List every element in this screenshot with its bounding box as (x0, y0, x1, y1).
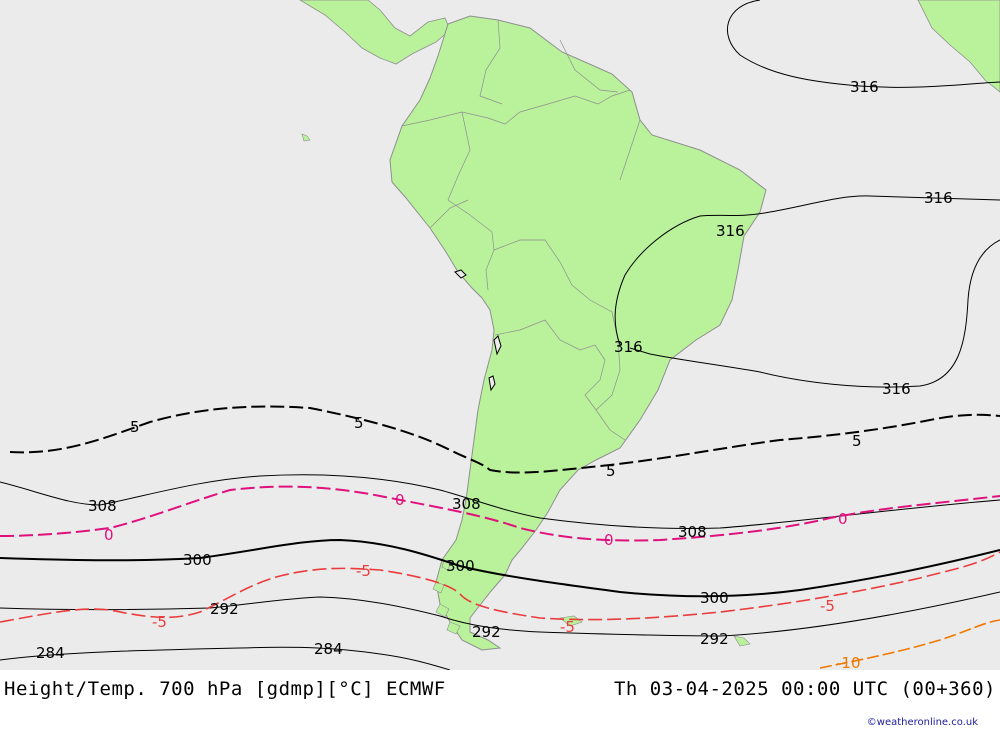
label-zero-center: 0 (395, 491, 405, 509)
label-308-east: 308 (678, 523, 707, 541)
label-minus5-west: -5 (152, 613, 167, 631)
label-minus10: -10 (836, 654, 861, 670)
label-316-sea: 316 (882, 380, 911, 398)
contour-284 (0, 646, 451, 670)
credit-link[interactable]: ©weatheronline.co.uk (866, 717, 978, 728)
label-292-west: 292 (210, 600, 239, 618)
label-minus5-east: -5 (820, 597, 835, 615)
label-300-west: 300 (183, 551, 212, 569)
height-labels: 316 316 316 316 316 308 308 308 300 300 … (36, 78, 953, 662)
label-316-south: 316 (614, 338, 643, 356)
northeast-land (917, 0, 1000, 93)
label-zero-coast: 0 (604, 531, 614, 549)
central-america-land (299, 0, 451, 65)
contour-292 (0, 591, 1000, 637)
isotherm-minus10 (819, 619, 1000, 669)
isotherm-plus5 (9, 405, 1000, 474)
label-316-east: 316 (924, 189, 953, 207)
label-308-center: 308 (452, 495, 481, 513)
label-292-east: 292 (700, 630, 729, 648)
label-zero-east: 0 (838, 510, 848, 528)
weather-map: 316 316 316 316 316 308 308 308 300 300 … (0, 0, 1000, 670)
contour-308 (0, 474, 1000, 529)
label-284-west: 284 (36, 644, 65, 662)
label-plus5-east: 5 (852, 432, 862, 450)
label-plus5-west: 5 (130, 418, 140, 436)
label-284-center: 284 (314, 640, 343, 658)
contour-316-loop (614, 211, 771, 346)
label-minus5-coast: -5 (560, 618, 575, 636)
label-300-east: 300 (700, 589, 729, 607)
map-title: Height/Temp. 700 hPa [gdmp][°C] ECMWF (4, 678, 446, 700)
south-america-land (389, 15, 767, 651)
isotherm-zero (0, 485, 1000, 542)
height-contours (0, 0, 1000, 670)
label-minus5-center: -5 (356, 562, 371, 580)
map-footer: Height/Temp. 700 hPa [gdmp][°C] ECMWF Th… (0, 670, 1000, 733)
isotherm-minus5 (0, 551, 1000, 623)
lake-titicaca (454, 269, 467, 279)
valid-time: Th 03-04-2025 00:00 UTC (00+360) (613, 678, 996, 700)
tierra-del-fuego-islands (432, 559, 751, 647)
temperature-labels: 5 5 5 5 0 0 0 0 -5 -5 -5 -5 -10 (104, 414, 862, 670)
label-316-brazil: 316 (716, 222, 745, 240)
andes-lake-2 (488, 375, 496, 392)
label-plus5-coast: 5 (606, 462, 616, 480)
contour-316-east (629, 195, 1000, 388)
galapagos-islands (301, 133, 311, 142)
andes-lake (493, 335, 502, 356)
contour-300 (0, 538, 1000, 598)
label-292-center: 292 (472, 623, 501, 641)
label-300-center: 300 (446, 557, 475, 575)
label-plus5-center: 5 (354, 414, 364, 432)
label-316-north: 316 (850, 78, 879, 96)
country-borders (401, 19, 641, 441)
label-zero-west: 0 (104, 526, 114, 544)
contour-316-north (726, 0, 1000, 88)
label-308-west: 308 (88, 497, 117, 515)
